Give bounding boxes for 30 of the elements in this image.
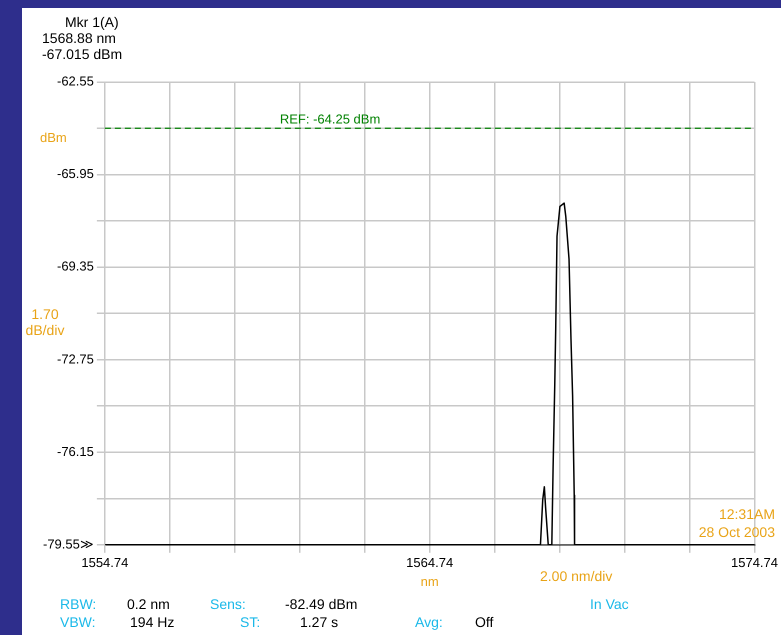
y-tick-label: -69.35	[56, 258, 94, 274]
text: 2.00 nm/div	[540, 568, 612, 584]
text: 0.2 nm	[127, 596, 170, 612]
text: VBW:	[60, 614, 96, 630]
text: RBW:	[60, 596, 96, 612]
text: In Vac	[590, 596, 629, 612]
y-tick-label: -79.55≫	[42, 536, 94, 552]
x-tick-label: 1574.74	[731, 555, 778, 570]
text: ST:	[240, 614, 260, 630]
y-tick-label: -65.95	[56, 166, 94, 182]
x-axis-title: nm	[420, 574, 439, 589]
x-tick-label: 1554.74	[81, 555, 128, 570]
text: Avg:	[415, 614, 443, 630]
text: 1.27 s	[300, 614, 338, 630]
text: 1.70 dB/div	[24, 306, 66, 338]
y-tick-label: -76.15	[56, 444, 94, 459]
y-tick-label: -62.55	[56, 74, 94, 89]
text: -67.015 dBm	[42, 46, 122, 62]
ref-line-label: REF: -64.25 dBm	[280, 111, 380, 126]
text: -82.49 dBm	[285, 596, 358, 612]
annotation: 28 Oct 2003	[698, 524, 775, 540]
text: Off	[475, 614, 494, 630]
y-axis-title: dBm	[40, 130, 67, 145]
text: Sens:	[210, 596, 246, 612]
y-tick-label: -72.75	[56, 351, 94, 366]
text: Mkr 1(A)	[65, 14, 119, 30]
text: 1568.88 nm	[42, 30, 116, 46]
annotation: 12:31AM	[718, 506, 775, 522]
text: 194 Hz	[130, 614, 174, 630]
x-tick-label: 1564.74	[406, 555, 454, 570]
